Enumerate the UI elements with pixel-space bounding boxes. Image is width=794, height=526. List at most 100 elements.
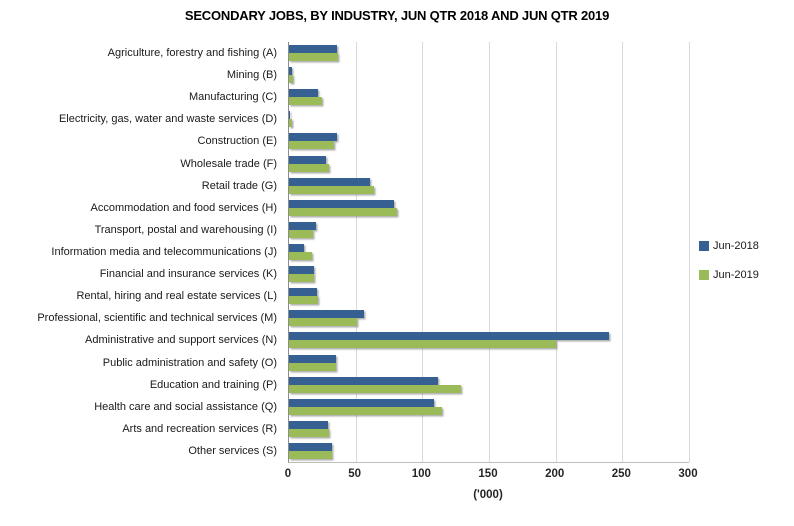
bar-jun-2019: [289, 406, 443, 415]
legend-entry: Jun-2019: [699, 269, 759, 281]
bar-jun-2019: [289, 384, 461, 393]
bar-row: [289, 241, 689, 263]
category-label: Wholesale trade (F): [180, 157, 277, 170]
gridline-150: [489, 42, 490, 462]
category-label: Professional, scientific and technical s…: [37, 312, 277, 325]
bar-jun-2018: [289, 199, 395, 208]
category-label: Financial and insurance services (K): [99, 268, 277, 281]
x-tick-label: 250: [611, 468, 631, 480]
category-label: Transport, postal and warehousing (I): [94, 223, 277, 236]
bar-row: [289, 418, 689, 440]
bar-jun-2018: [289, 155, 327, 164]
gridline-250: [622, 42, 624, 462]
bar-jun-2019: [289, 362, 336, 371]
bar-jun-2018: [289, 310, 364, 319]
bar-jun-2019: [289, 428, 329, 437]
bar-row: [289, 86, 689, 108]
category-label: Public administration and safety (O): [102, 356, 277, 369]
bar-row: [289, 396, 689, 418]
bar-row: [289, 197, 689, 219]
chart-title: SECONDARY JOBS, BY INDUSTRY, JUN QTR 201…: [184, 8, 610, 23]
bar-jun-2018: [289, 133, 337, 142]
bar-jun-2019: [289, 185, 375, 194]
bar-jun-2019: [289, 252, 312, 261]
category-label: Other services (S): [188, 445, 277, 458]
x-tick-label: 50: [348, 468, 362, 480]
bar-row: [289, 108, 689, 130]
gridline-200: [555, 42, 557, 462]
bar-jun-2019: [289, 75, 293, 84]
gridline-100: [422, 42, 424, 462]
category-label: Agriculture, forestry and fishing (A): [107, 47, 277, 60]
legend-label: Jun-2019: [713, 269, 759, 281]
bar-jun-2019: [289, 296, 319, 305]
bar-row: [289, 153, 689, 175]
bar-jun-2018: [289, 67, 292, 76]
category-label: Rental, hiring and real estate services …: [76, 290, 277, 303]
category-label: Mining (B): [226, 69, 277, 82]
bar-jun-2018: [289, 376, 439, 385]
x-tick-label: 200: [545, 468, 565, 480]
bar-row: [289, 263, 689, 285]
bar-jun-2018: [289, 288, 317, 297]
gridline-50: [355, 42, 357, 462]
bar-jun-2018: [289, 443, 332, 452]
legend: Jun-2018 Jun-2019: [699, 240, 759, 281]
plot-area: [288, 42, 690, 463]
bar-jun-2019: [289, 119, 292, 128]
bar-jun-2018: [289, 89, 319, 98]
bar-jun-2019: [289, 318, 357, 327]
x-tick-label: 100: [411, 468, 431, 480]
x-axis-ticks: 0 50 100 150 200 250 300: [285, 468, 698, 484]
bar-jun-2019: [289, 340, 556, 349]
legend-marker-icon: [699, 241, 709, 251]
bar-jun-2018: [289, 45, 337, 54]
bar-jun-2018: [289, 221, 316, 230]
bar-jun-2019: [289, 229, 313, 238]
bar-jun-2019: [289, 207, 397, 216]
bar-row: [289, 130, 689, 152]
category-label: Education and training (P): [149, 378, 277, 391]
category-label: Construction (E): [197, 135, 277, 148]
bar-jun-2018: [289, 420, 328, 429]
bar-row: [289, 307, 689, 329]
category-axis-labels: Agriculture, forestry and fishing (A) Min…: [0, 42, 283, 462]
bar-jun-2019: [289, 141, 335, 150]
bar-jun-2019: [289, 53, 339, 62]
bar-row: [289, 219, 689, 241]
bar-row: [289, 285, 689, 307]
bar-row: [289, 64, 689, 86]
bar-jun-2018: [289, 332, 609, 341]
bar-jun-2018: [289, 177, 371, 186]
x-tick-label: 150: [478, 468, 498, 480]
bar-jun-2019: [289, 451, 332, 460]
bar-row: [289, 175, 689, 197]
gridline-300: [689, 42, 690, 462]
bar-row: [289, 374, 689, 396]
bar-jun-2019: [289, 97, 323, 106]
bar-jun-2018: [289, 244, 304, 253]
category-label: Administrative and support services (N): [85, 334, 277, 347]
bar-jun-2019: [289, 274, 315, 283]
category-label: Health care and social assistance (Q): [94, 400, 277, 413]
x-tick-label: 300: [678, 468, 698, 480]
bar-jun-2019: [289, 163, 329, 172]
legend-label: Jun-2018: [713, 240, 759, 252]
category-label: Retail trade (G): [201, 179, 277, 192]
category-label: Accommodation and food services (H): [90, 201, 277, 214]
category-label: Arts and recreation services (R): [122, 422, 277, 435]
category-label: Information media and telecommunications…: [51, 246, 277, 259]
bar-jun-2018: [289, 398, 435, 407]
bar-row: [289, 329, 689, 351]
plot-rows: [289, 42, 689, 462]
bar-jun-2018: [289, 111, 291, 120]
bar-row: [289, 42, 689, 64]
legend-marker-icon: [699, 270, 709, 280]
bar-jun-2018: [289, 354, 336, 363]
category-label: Manufacturing (C): [188, 91, 277, 104]
legend-entry: Jun-2018: [699, 240, 759, 252]
bar-row: [289, 352, 689, 374]
bar-row: [289, 440, 689, 462]
bar-jun-2018: [289, 266, 315, 275]
